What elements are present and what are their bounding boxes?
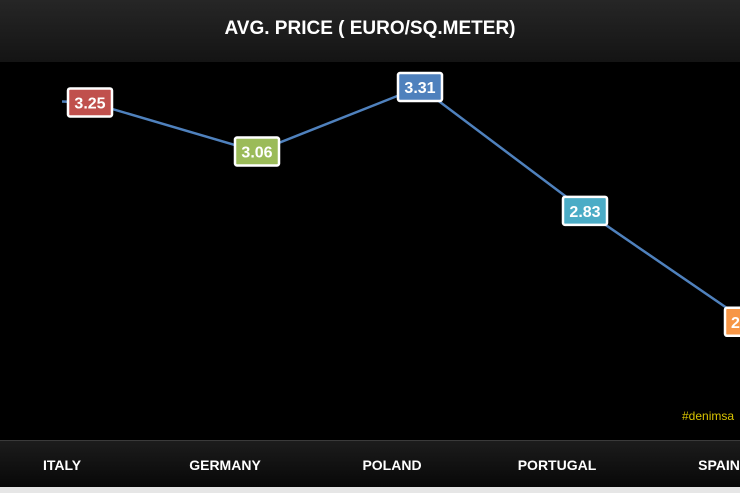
data-label-box (66, 87, 114, 118)
chart-title: AVG. PRICE ( EURO/SQ.METER) (224, 18, 516, 39)
data-label-text: 3.06 (241, 145, 272, 162)
data-label-text: 2 (731, 315, 740, 332)
line-chart: 3.25 3.06 3.31 2.83 2 (61, 71, 740, 338)
data-label-box (233, 136, 281, 167)
category-label-poland: POLAND (362, 457, 422, 473)
data-label-spain: 2 (723, 306, 740, 338)
category-axis-band (0, 440, 740, 493)
data-label-poland: 3.31 (396, 71, 444, 103)
data-label-text: 3.31 (404, 80, 435, 97)
plot-area: 3.25 3.06 3.31 2.83 2 (0, 62, 740, 440)
data-label-box (396, 71, 444, 103)
bottom-border (0, 487, 740, 493)
category-label-spain: SPAIN (698, 457, 740, 473)
category-label-germany: GERMANY (189, 457, 261, 473)
title-band (0, 0, 740, 62)
data-label-text: 2.83 (569, 204, 600, 221)
data-label-text: 3.25 (74, 95, 105, 112)
data-label-box (561, 195, 609, 227)
data-label-italy: 3.25 (66, 87, 114, 118)
series-line (61, 85, 740, 319)
chart-credit-annotation: #denimsa (682, 409, 735, 423)
data-label-germany: 3.06 (233, 136, 281, 167)
data-label-box (723, 306, 740, 338)
category-label-portugal: PORTUGAL (517, 457, 597, 473)
data-label-portugal: 2.83 (561, 195, 609, 227)
category-label-italy: ITALY (42, 457, 82, 473)
